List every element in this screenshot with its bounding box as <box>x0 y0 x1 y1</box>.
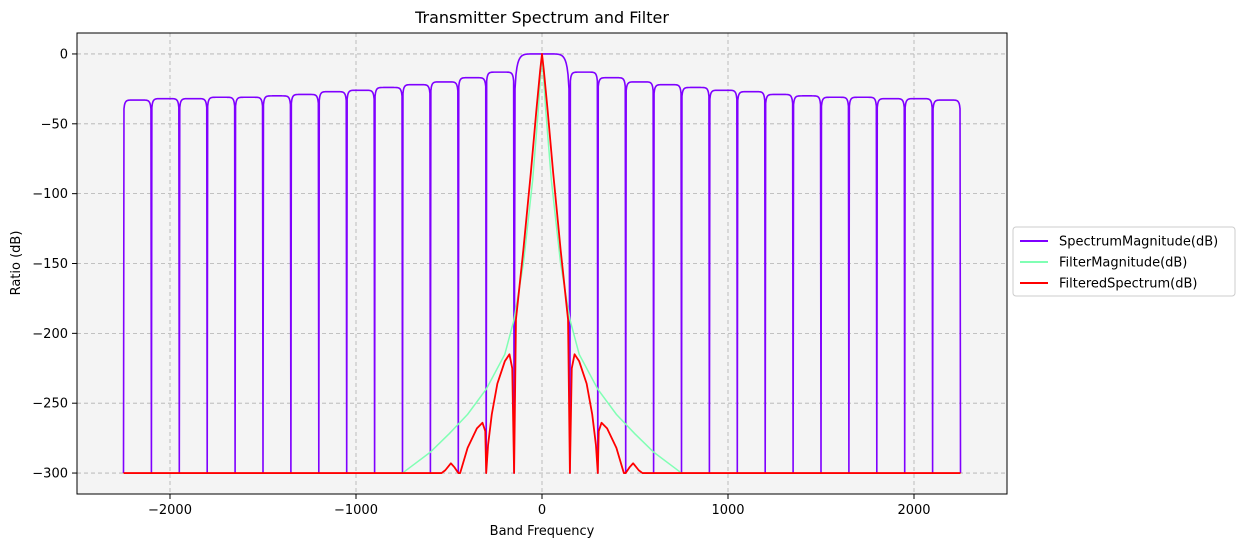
series-filtered-spectrum <box>123 53 961 474</box>
y-tick-label: −50 <box>41 117 68 132</box>
series-layer <box>122 53 962 474</box>
x-tick-label: 2000 <box>897 503 930 518</box>
legend-box <box>1012 226 1236 297</box>
chart-title: Transmitter Spectrum and Filter <box>414 8 669 27</box>
x-axis: −2000 −1000 0 1000 2000 <box>148 494 931 518</box>
y-axis: 0 −50 −100 −150 −200 −250 −300 <box>32 47 77 482</box>
x-tick-label: −1000 <box>334 503 378 518</box>
y-tick-label: 0 <box>60 47 68 62</box>
x-axis-label: Band Frequency <box>490 524 595 539</box>
y-tick-label: −200 <box>32 327 68 342</box>
legend-item-filter-magnitude: FilterMagnitude(dB) <box>1059 256 1187 271</box>
x-tick-label: 0 <box>538 503 546 518</box>
legend-item-filtered-spectrum: FilteredSpectrum(dB) <box>1059 277 1197 292</box>
legend: SpectrumMagnitude(dB) FilterMagnitude(dB)… <box>1012 226 1236 297</box>
legend-item-spectrum-magnitude: SpectrumMagnitude(dB) <box>1059 235 1218 250</box>
grid <box>77 33 1007 494</box>
y-axis-label: Ratio (dB) <box>9 231 24 296</box>
y-tick-label: −250 <box>32 397 68 412</box>
x-tick-label: 1000 <box>711 503 744 518</box>
y-tick-label: −100 <box>32 187 68 202</box>
x-tick-label: −2000 <box>148 503 192 518</box>
y-tick-label: −150 <box>32 257 68 272</box>
y-tick-label: −300 <box>32 467 68 482</box>
